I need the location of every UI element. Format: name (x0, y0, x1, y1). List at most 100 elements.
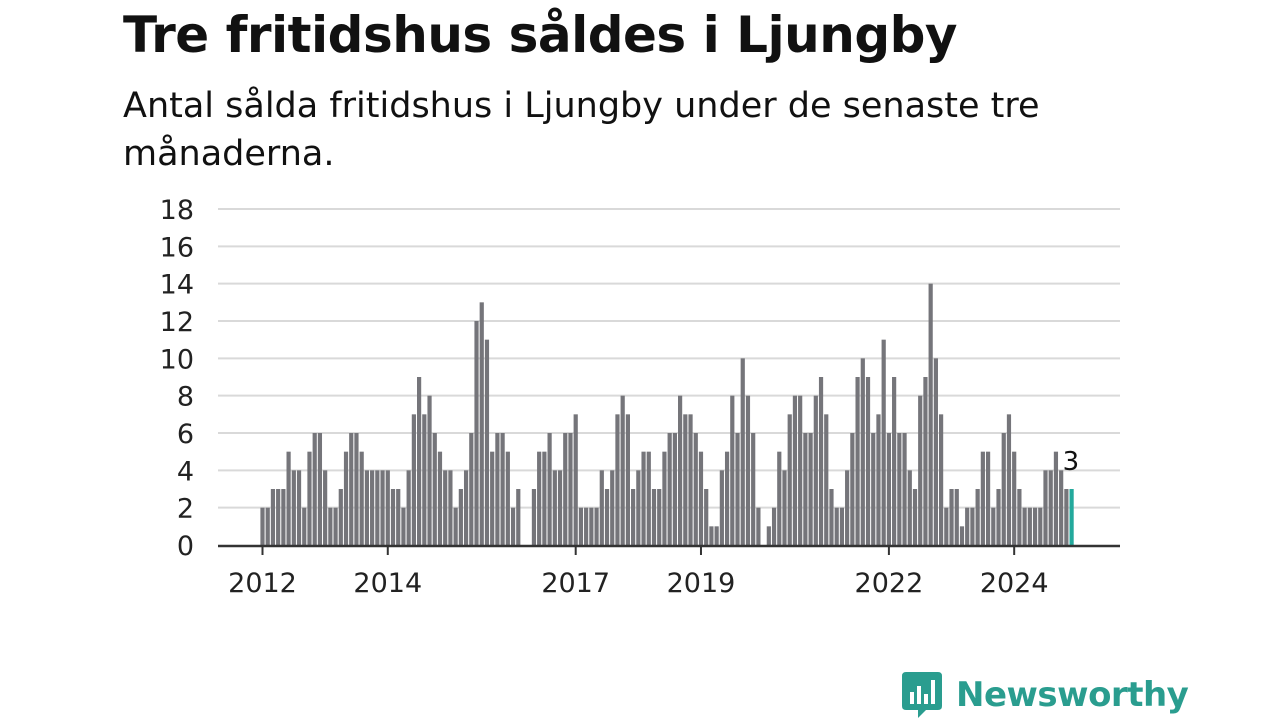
y-tick-label: 4 (177, 456, 194, 487)
bar (892, 377, 897, 545)
bar (996, 489, 1001, 545)
bar (547, 433, 552, 545)
bar (1043, 470, 1048, 545)
bar (834, 507, 839, 545)
bar (672, 433, 677, 545)
bar (818, 377, 824, 545)
bars (260, 283, 1074, 545)
bar (1059, 470, 1064, 545)
bar (688, 414, 693, 545)
bar (714, 526, 719, 545)
bar (417, 377, 422, 545)
bar (782, 470, 787, 545)
x-tick-label: 2014 (353, 568, 422, 599)
x-tick-label: 2022 (855, 568, 924, 599)
y-tick-label: 6 (177, 419, 194, 450)
newsworthy-logo-icon (902, 672, 942, 718)
bar (641, 451, 646, 545)
bar (839, 507, 845, 545)
bar (343, 451, 349, 545)
bar (912, 489, 918, 545)
bar (479, 302, 484, 545)
newsworthy-logo: Newsworthy (902, 670, 1189, 720)
y-tick-label: 2 (177, 494, 194, 525)
bar (354, 433, 359, 545)
bar (631, 489, 636, 545)
bar (516, 489, 521, 545)
bar (401, 507, 406, 545)
bar (803, 433, 808, 545)
bar (265, 507, 270, 545)
bar (709, 526, 714, 545)
bar (902, 433, 907, 545)
bar-highlight (1069, 489, 1074, 545)
bar (296, 470, 302, 545)
y-tick-label: 16 (160, 232, 194, 263)
bar (620, 395, 625, 545)
bar (657, 489, 662, 545)
bar (824, 414, 829, 545)
bar (578, 507, 584, 545)
bar (1064, 489, 1069, 545)
bar (333, 507, 338, 545)
data-label: 3 (1063, 447, 1080, 477)
bar (798, 395, 803, 545)
bar (667, 433, 672, 545)
bar (349, 433, 354, 545)
bar (453, 507, 458, 545)
bar (573, 414, 578, 545)
x-tick-label: 2024 (980, 568, 1049, 599)
bar (923, 377, 928, 545)
bar (787, 414, 792, 545)
bar (604, 489, 610, 545)
bar (860, 358, 865, 545)
bar (463, 470, 469, 545)
y-tick-label: 12 (160, 307, 194, 338)
bar (1053, 451, 1059, 545)
bar (537, 451, 542, 545)
bar (490, 451, 495, 545)
bar (484, 339, 490, 545)
bar (510, 507, 516, 545)
x-tick-label: 2019 (667, 568, 736, 599)
bar (933, 358, 938, 545)
bar (328, 507, 333, 545)
bar (876, 414, 881, 545)
bar (954, 489, 959, 545)
bar (317, 433, 323, 545)
bar (531, 489, 537, 545)
y-tick-label: 10 (160, 344, 194, 375)
bar (1038, 507, 1043, 545)
bar (281, 489, 286, 545)
bar (949, 489, 954, 545)
bar (636, 470, 641, 545)
bar (610, 470, 615, 545)
bar (980, 451, 985, 545)
bar (886, 433, 891, 545)
bar (850, 433, 855, 545)
bar (458, 489, 463, 545)
x-tick-label: 2012 (228, 568, 297, 599)
x-tick-label: 2017 (541, 568, 610, 599)
bar (338, 489, 343, 545)
bar (646, 451, 651, 545)
bar (505, 451, 510, 545)
bar (260, 507, 265, 545)
bar (385, 470, 390, 545)
bar (678, 395, 683, 545)
bar (589, 507, 594, 545)
bar (766, 526, 771, 545)
chart-title: Tre fritidshus såldes i Ljungby (123, 6, 958, 64)
bar (730, 395, 735, 545)
bar (907, 470, 912, 545)
bar (542, 451, 547, 545)
bar (975, 489, 980, 545)
bar (359, 451, 364, 545)
bar (432, 433, 437, 545)
chart-subtitle: Antal sålda fritidshus i Ljungby under d… (123, 86, 1040, 174)
bar (651, 489, 657, 545)
bar (970, 507, 975, 545)
bar (584, 507, 589, 545)
y-axis-ticks: 0 2 4 6 8 10 12 14 16 18 (160, 195, 194, 562)
